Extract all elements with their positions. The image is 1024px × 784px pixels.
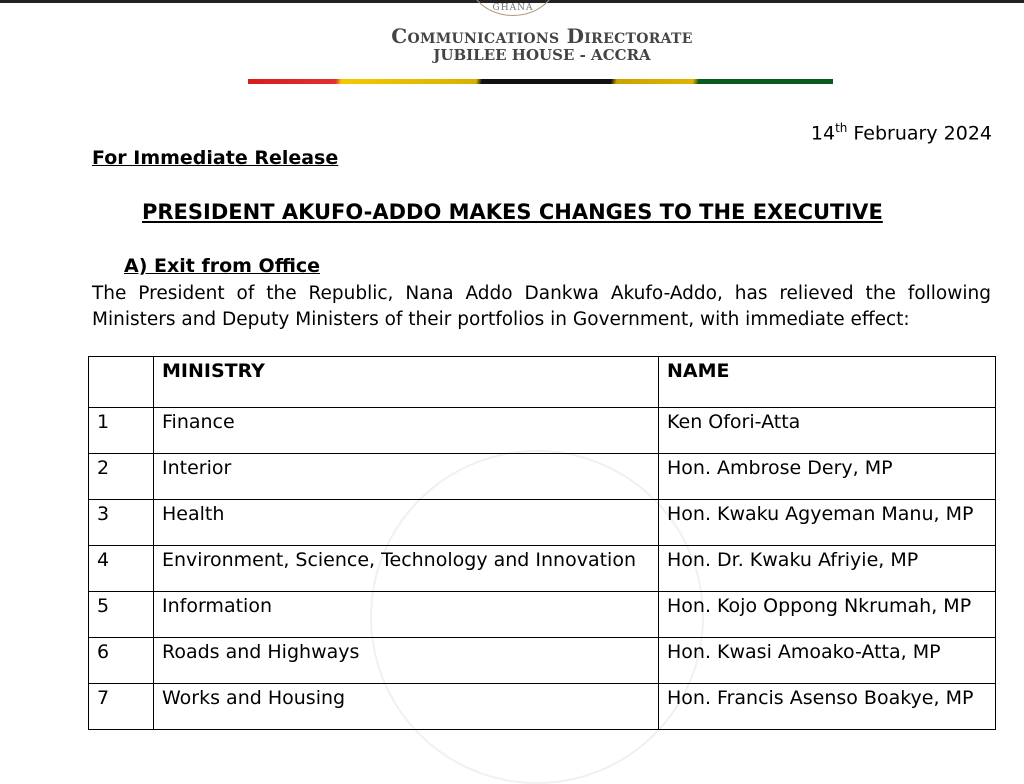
row-number: 3 [88, 499, 154, 546]
org-name: Communications Directorate [391, 24, 693, 48]
row-number: 4 [88, 545, 154, 592]
table-row: 1 Finance Ken Ofori-Atta [88, 407, 996, 454]
coat-of-arms-seal: GHANA [468, 0, 558, 16]
ministry-cell: Works and Housing [153, 683, 659, 730]
ministry-cell: Finance [153, 407, 659, 454]
ministry-cell: Roads and Highways [153, 637, 659, 684]
header-cell [88, 356, 154, 408]
release-date: 14th February 2024 [811, 121, 992, 144]
ministry-cell: Health [153, 499, 659, 546]
row-number: 2 [88, 453, 154, 500]
section-heading: A) Exit from Office [124, 255, 321, 277]
name-cell: Hon. Dr. Kwaku Afriyie, MP [658, 545, 996, 592]
name-cell: Ken Ofori-Atta [658, 407, 996, 454]
ministry-cell: Information [153, 591, 659, 638]
ministers-table: MINISTRY NAME 1 Finance Ken Ofori-Atta 2 Int… [88, 356, 996, 730]
row-number: 6 [88, 637, 154, 684]
table-row: 7 Works and Housing Hon. Francis Asenso Bo… [88, 683, 996, 730]
row-number: 5 [88, 591, 154, 638]
national-colors-stripe [248, 79, 833, 84]
name-cell: Hon. Ambrose Dery, MP [658, 453, 996, 500]
org-location: JUBILEE HOUSE - ACCRA [433, 46, 651, 64]
header-cell: NAME [658, 356, 996, 408]
name-cell: Hon. Kwasi Amoako-Atta, MP [658, 637, 996, 684]
row-number: 7 [88, 683, 154, 730]
table-header-row: MINISTRY NAME [88, 356, 996, 408]
table-row: 3 Health Hon. Kwaku Agyeman Manu, MP [88, 499, 996, 546]
table-row: 5 Information Hon. Kojo Oppong Nkrumah, MP [88, 591, 996, 638]
release-label: For Immediate Release [92, 147, 339, 169]
table-row: 2 Interior Hon. Ambrose Dery, MP [88, 453, 996, 500]
ministry-cell: Environment, Science, Technology and Inn… [153, 545, 659, 592]
seal-text: GHANA [492, 3, 534, 13]
ministry-cell: Interior [153, 453, 659, 500]
section-paragraph: The President of the Republic, Nana Addo… [92, 283, 991, 330]
name-cell: Hon. Kojo Oppong Nkrumah, MP [658, 591, 996, 638]
document-title: PRESIDENT AKUFO-ADDO MAKES CHANGES TO TH… [142, 200, 883, 224]
date-rest: February 2024 [847, 122, 992, 145]
date-day: 14 [810, 122, 836, 145]
row-number: 1 [88, 407, 154, 454]
table-row: 4 Environment, Science, Technology and In… [88, 545, 996, 592]
header-cell: MINISTRY [153, 356, 659, 408]
name-cell: Hon. Francis Asenso Boakye, MP [658, 683, 996, 730]
name-cell: Hon. Kwaku Agyeman Manu, MP [658, 499, 996, 546]
table-row: 6 Roads and Highways Hon. Kwasi Amoako-Att… [88, 637, 996, 684]
date-suffix: th [835, 121, 848, 135]
